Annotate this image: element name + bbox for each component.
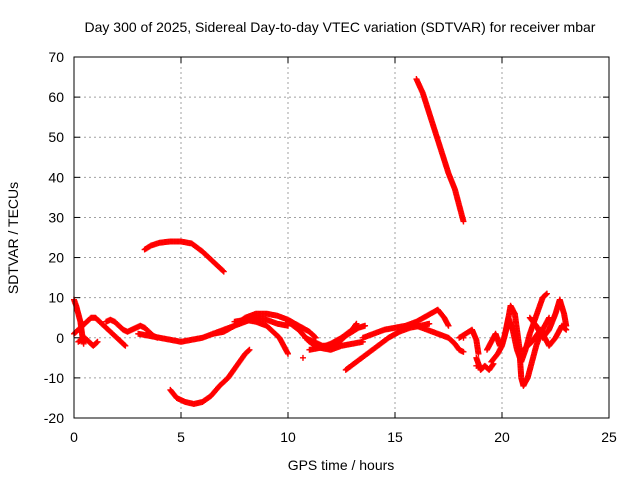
y-tick-label: 20 (48, 250, 64, 266)
data-point (246, 346, 253, 353)
data-point (312, 334, 319, 341)
data-point (94, 338, 101, 345)
y-tick-label: 60 (48, 89, 64, 105)
data-point (445, 322, 452, 329)
x-tick-label: 20 (494, 429, 510, 445)
data-point (426, 320, 433, 327)
data-point (93, 339, 100, 346)
series-track-l (306, 320, 360, 353)
y-tick-label: 50 (48, 129, 64, 145)
y-tick-label: 40 (48, 169, 64, 185)
series-track-o (413, 322, 467, 355)
x-tick-label: 15 (387, 429, 403, 445)
y-tick-label: -20 (44, 410, 64, 426)
y-tick-label: 0 (56, 330, 64, 346)
x-axis-label: GPS time / hours (288, 457, 395, 473)
data-point (285, 350, 291, 357)
data-point (473, 362, 480, 369)
chart-title: Day 300 of 2025, Sidereal Day-to-day VTE… (85, 19, 596, 35)
data-point (245, 347, 252, 354)
data-point (460, 334, 467, 341)
y-tick-label: 10 (48, 290, 64, 306)
data-point (219, 267, 226, 274)
data-point (563, 326, 570, 333)
data-point (543, 290, 550, 297)
series-track-v (520, 322, 570, 353)
x-tick-label: 25 (601, 429, 617, 445)
data-point (543, 291, 550, 298)
y-tick-label: 70 (48, 49, 64, 65)
series-track-i (231, 316, 291, 357)
series-track-e (141, 238, 227, 275)
y-axis-label: SDTVAR / TECUs (5, 182, 21, 294)
x-tick-label: 5 (177, 429, 185, 445)
data-point (562, 325, 569, 332)
data-point (121, 341, 128, 348)
series-track-p (413, 76, 467, 225)
series-track-b (71, 314, 129, 349)
data-point (352, 321, 359, 328)
data-point (220, 268, 227, 275)
series-track-g (167, 346, 253, 407)
data-point (460, 348, 467, 355)
x-tick-label: 0 (70, 429, 78, 445)
y-tick-label: -10 (44, 370, 64, 386)
series-track-n (359, 306, 452, 341)
data-marks (71, 76, 570, 407)
plot-frame (73, 56, 610, 419)
series-track-c (75, 334, 101, 349)
data-point (122, 342, 129, 349)
x-tick-label: 10 (280, 429, 296, 445)
data-point (353, 320, 360, 327)
y-tick-label: 30 (48, 209, 64, 225)
data-point (299, 354, 306, 361)
isolated-points (299, 334, 480, 369)
data-point (460, 218, 467, 225)
data-point (80, 340, 87, 347)
data-point (311, 333, 318, 340)
data-point (475, 350, 482, 357)
axis-ticks: 0 5 10 15 20 25 -20 -10 0 10 20 30 40 50 60 70 (44, 49, 617, 445)
data-point (362, 322, 369, 329)
